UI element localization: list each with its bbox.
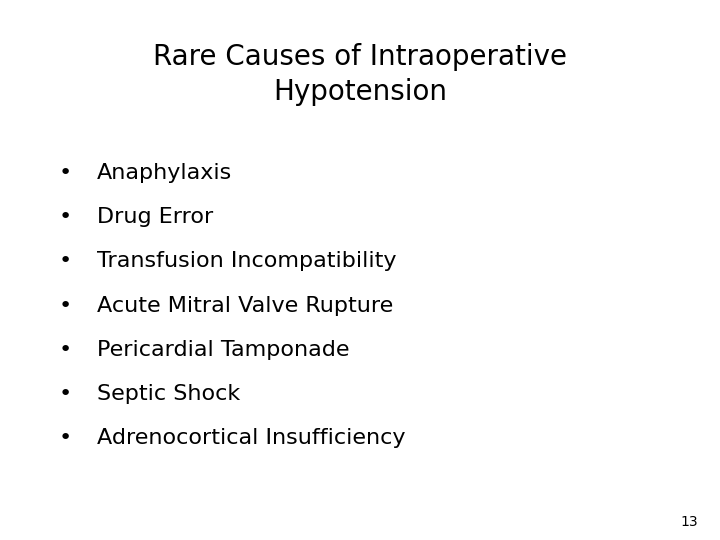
Text: Pericardial Tamponade: Pericardial Tamponade [97, 340, 350, 360]
Text: Acute Mitral Valve Rupture: Acute Mitral Valve Rupture [97, 295, 393, 316]
Text: •: • [58, 251, 71, 272]
Text: Anaphylaxis: Anaphylaxis [97, 163, 233, 183]
Text: •: • [58, 340, 71, 360]
Text: •: • [58, 163, 71, 183]
Text: Septic Shock: Septic Shock [97, 384, 240, 404]
Text: •: • [58, 295, 71, 316]
Text: Transfusion Incompatibility: Transfusion Incompatibility [97, 251, 397, 272]
Text: •: • [58, 428, 71, 449]
Text: •: • [58, 384, 71, 404]
Text: Drug Error: Drug Error [97, 207, 213, 227]
Text: •: • [58, 207, 71, 227]
Text: Adrenocortical Insufficiency: Adrenocortical Insufficiency [97, 428, 405, 449]
Text: 13: 13 [681, 515, 698, 529]
Text: Rare Causes of Intraoperative
Hypotension: Rare Causes of Intraoperative Hypotensio… [153, 43, 567, 106]
